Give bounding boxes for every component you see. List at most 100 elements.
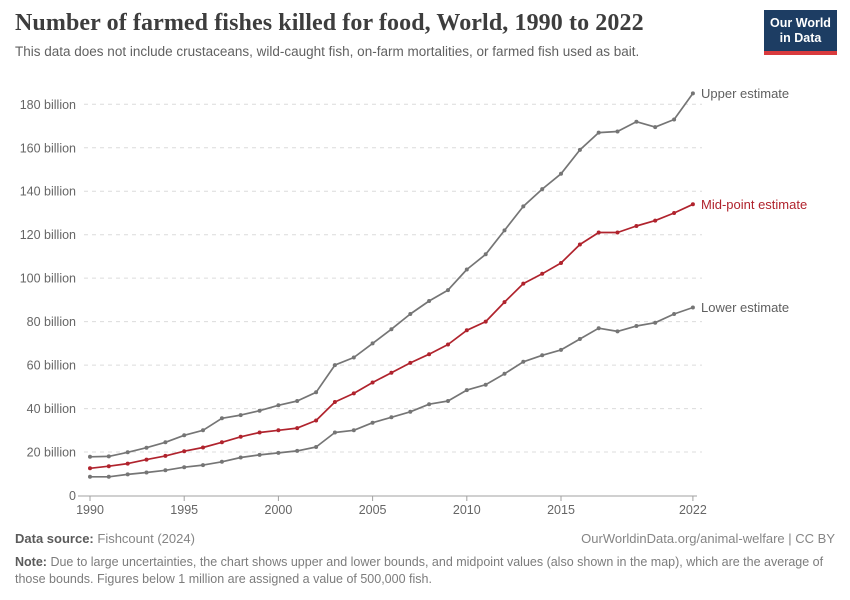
data-point-marker [182,433,187,438]
data-point-marker [690,91,695,96]
data-point-marker [370,420,375,425]
data-point-marker [577,337,582,341]
chart-header: Number of farmed fishes killed for food,… [15,10,765,59]
x-axis-label: 1990 [76,503,104,517]
mid-point-estimate-line [89,203,694,470]
data-point-marker [88,454,92,459]
data-point-marker [559,171,563,176]
footer-note-label: Note: [15,555,47,569]
series-end-label-mid-point-estimate[interactable]: Mid-point estimate [701,197,807,212]
data-point-marker [615,230,620,235]
data-point-marker [351,391,356,396]
series-end-label-lower-estimate[interactable]: Lower estimate [701,300,789,315]
footer-source-label: Data source: [15,531,94,546]
data-point-marker [427,402,432,407]
data-point-marker [634,224,639,228]
data-point-marker [634,119,639,124]
data-point-marker [144,457,149,462]
data-point-marker [182,465,187,470]
data-point-marker [88,466,92,471]
data-point-marker [577,242,582,247]
data-point-marker [314,390,319,395]
data-point-marker [446,399,450,403]
data-point-marker [219,459,224,464]
data-point-marker [144,470,149,475]
data-point-marker [106,464,111,469]
data-point-marker [540,271,545,276]
data-point-marker [314,418,319,423]
y-axis-label: 80 billion [27,315,76,329]
data-point-marker [559,261,563,265]
data-point-marker [351,428,356,433]
line-chart: 0 20 billion 40 billion 60 billion 80 billio… [20,86,808,517]
x-axis-label: 2015 [547,503,575,517]
data-point-marker [238,413,243,418]
series-end-label-upper-estimate[interactable]: Upper estimate [701,86,789,101]
data-point-marker [672,117,677,122]
data-point-marker [295,426,300,431]
data-point-marker [295,399,300,403]
x-axis-label: 1995 [170,503,198,517]
page-title: Number of farmed fishes killed for food,… [15,10,644,36]
x-axis-label: 2005 [359,503,387,517]
data-point-marker [483,252,488,257]
data-point-marker [634,324,639,328]
data-point-marker [389,327,394,332]
data-point-marker [446,342,450,347]
footer-attribution[interactable]: OurWorldinData.org/animal-welfare | CC B… [581,531,835,546]
footer-note: Note: Due to large uncertainties, the ch… [15,554,827,587]
data-point-marker [653,218,658,223]
data-point-marker [106,454,111,459]
owid-logo-text-line2: in Data [779,31,822,45]
data-point-marker [653,320,658,325]
data-point-marker [370,380,375,385]
footer-source-value[interactable]: Fishcount (2024) [97,531,195,546]
data-point-marker [615,129,620,134]
data-point-marker [596,230,601,235]
data-point-marker [257,452,262,457]
chart-footer: Data source: Fishcount (2024) OurWorldin… [15,531,835,587]
y-axis-label: 100 billion [20,272,76,286]
x-axis-label: 2000 [265,503,293,517]
owid-logo-text-line1: Our World [770,16,831,30]
data-point-marker [88,474,92,479]
data-point-marker [483,319,488,324]
y-axis-label: 140 billion [20,185,76,199]
data-point-marker [502,371,507,376]
data-point-marker [408,360,413,365]
data-point-marker [144,445,149,450]
data-point-marker [276,450,281,455]
data-point-marker [653,125,658,130]
data-point-marker [389,415,394,420]
data-point-marker [257,408,262,413]
x-axis-label: 2010 [453,503,481,517]
data-point-marker [464,267,469,272]
data-point-marker [332,400,337,404]
data-point-marker [502,300,507,305]
data-point-marker [389,370,394,375]
x-axis-label: 2022 [679,503,707,517]
data-point-marker [502,228,507,233]
y-axis-label: 60 billion [27,359,76,373]
data-point-marker [351,355,356,360]
data-point-marker [332,430,337,435]
data-point-marker [596,326,601,331]
data-point-marker [540,187,545,192]
data-point-marker [483,382,488,387]
data-point-marker [521,359,526,364]
data-point-marker [163,453,168,458]
data-point-marker [276,428,281,433]
data-point-marker [276,403,281,408]
data-point-marker [690,305,695,310]
owid-logo: Our World in Data [764,10,837,55]
data-point-marker [125,461,130,466]
data-point-marker [163,440,168,445]
data-point-marker [314,445,319,449]
data-point-marker [540,353,545,358]
footer-note-text: Due to large uncertainties, the chart sh… [15,555,824,586]
data-point-marker [427,299,432,303]
data-point-marker [672,312,677,316]
footer-source: Data source: Fishcount (2024) [15,531,195,546]
data-point-marker [201,445,205,450]
data-point-marker [408,409,413,414]
